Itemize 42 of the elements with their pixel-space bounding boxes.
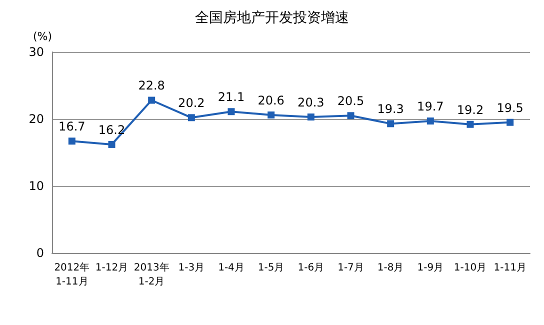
y-axis-title: (%) xyxy=(32,30,52,43)
y-tick-label: 0 xyxy=(36,246,44,260)
y-tick-label: 20 xyxy=(28,112,44,126)
x-tick-label: 1-11月 xyxy=(494,262,526,274)
x-tick-label: 1-6月 xyxy=(298,262,324,274)
x-tick-label: 2012年 1-11月 xyxy=(54,262,90,288)
chart-title: 全国房地产开发投资增速 xyxy=(195,10,349,26)
point xyxy=(268,111,275,118)
point xyxy=(307,113,314,120)
point xyxy=(387,120,394,128)
point xyxy=(466,120,474,128)
data-label: 19.7 xyxy=(417,100,444,114)
data-label: 19.3 xyxy=(377,102,404,116)
x-tick-label: 1-8月 xyxy=(377,262,404,274)
x-tick-label: 1-4月 xyxy=(218,262,244,274)
data-label: 21.1 xyxy=(218,90,245,104)
point xyxy=(506,118,514,126)
point xyxy=(68,138,76,145)
x-tick-label: 1-7月 xyxy=(338,262,364,274)
y-tick-label: 10 xyxy=(28,179,44,193)
x-tick-label: 1-5月 xyxy=(258,262,284,274)
point xyxy=(188,114,195,122)
data-label: 20.3 xyxy=(298,95,324,110)
data-label: 20.5 xyxy=(337,94,364,108)
data-label: 22.8 xyxy=(138,78,165,93)
data-label: 20.6 xyxy=(258,93,284,108)
point xyxy=(148,96,156,104)
x-tick-label: 1-12月 xyxy=(95,262,128,274)
x-tick-label: 2013年 1-2月 xyxy=(134,262,170,288)
x-tick-label: 1-3月 xyxy=(178,262,205,274)
point xyxy=(228,108,235,116)
data-label: 19.5 xyxy=(496,100,524,115)
data-label: 20.2 xyxy=(178,96,205,110)
x-tick-label: 1-9月 xyxy=(417,262,444,274)
point xyxy=(108,140,116,148)
y-tick-label: 30 xyxy=(28,45,44,59)
data-label: 16.2 xyxy=(98,122,126,137)
data-label: 16.7 xyxy=(58,120,86,134)
point xyxy=(347,112,354,120)
point xyxy=(426,118,434,125)
x-tick-label: 1-10月 xyxy=(454,262,487,274)
data-label: 19.2 xyxy=(456,102,484,117)
